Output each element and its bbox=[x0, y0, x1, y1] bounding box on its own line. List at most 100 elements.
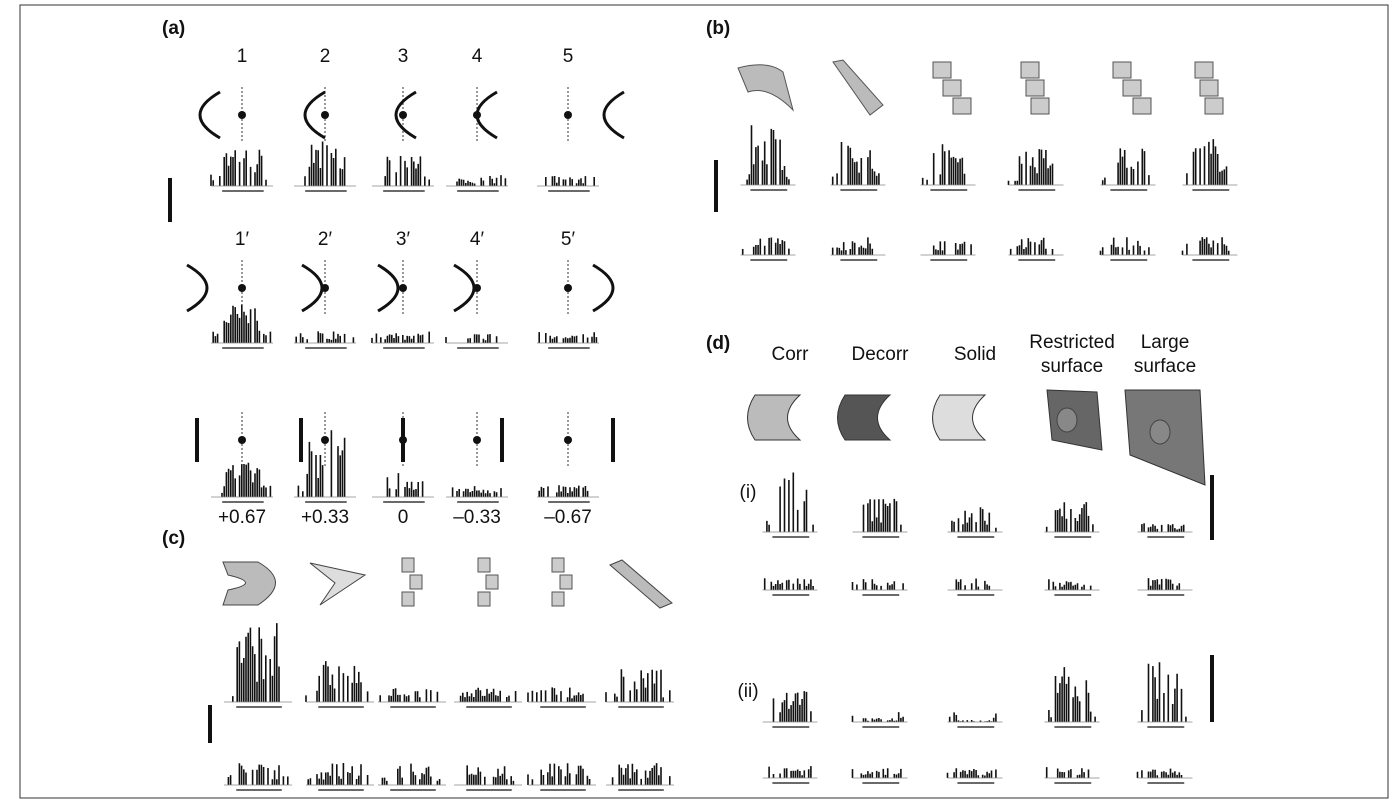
shape-3d bbox=[1123, 80, 1141, 96]
fixation-dot bbox=[321, 111, 329, 119]
psth-bars bbox=[853, 579, 904, 590]
fixation-dot bbox=[564, 284, 572, 292]
psth-bars bbox=[308, 763, 367, 785]
shape-3d bbox=[1133, 98, 1151, 114]
label: +0.67 bbox=[218, 506, 266, 530]
label: Solid bbox=[920, 343, 1030, 367]
fixation-dot bbox=[238, 111, 246, 119]
panel-label: (b) bbox=[706, 18, 730, 40]
psth-bars bbox=[453, 486, 501, 497]
label: 3′ bbox=[396, 228, 410, 252]
shape-bump bbox=[1057, 408, 1077, 432]
shape-3d bbox=[610, 560, 672, 608]
shape-3d bbox=[738, 65, 793, 110]
psth-bars bbox=[305, 142, 345, 187]
psth-bars bbox=[767, 473, 813, 533]
psth-bars bbox=[1009, 149, 1053, 185]
label: Large surface bbox=[1110, 331, 1220, 379]
label: –0.33 bbox=[453, 506, 501, 530]
fixation-dot bbox=[321, 436, 329, 444]
stimulus-curve bbox=[604, 92, 624, 138]
shape-3d bbox=[478, 558, 490, 572]
panel-label: (d) bbox=[706, 333, 730, 355]
shape-bump bbox=[1150, 420, 1170, 444]
psth-bars bbox=[1142, 523, 1184, 532]
psth-bars bbox=[1049, 579, 1091, 590]
stimulus-curve bbox=[378, 265, 398, 311]
psth-bars bbox=[528, 687, 583, 702]
figure-graphics bbox=[0, 0, 1396, 801]
label: 2 bbox=[320, 45, 331, 69]
shape-3d bbox=[486, 575, 498, 589]
psth-bars bbox=[956, 579, 989, 591]
psth-bars bbox=[1047, 502, 1093, 532]
stimulus-curve bbox=[454, 265, 474, 311]
stimulus-curve bbox=[200, 92, 220, 138]
psth-bars bbox=[380, 688, 437, 702]
psth-bars bbox=[222, 463, 270, 497]
psth-bars bbox=[1142, 662, 1186, 722]
psth-bars bbox=[769, 766, 811, 778]
psth-bars bbox=[853, 768, 901, 778]
shape-3d bbox=[748, 395, 801, 440]
label: 1′ bbox=[235, 228, 249, 252]
psth-bars bbox=[606, 669, 670, 702]
stimulus-curve bbox=[593, 265, 613, 311]
psth-bars bbox=[774, 691, 811, 722]
shape-3d bbox=[833, 60, 883, 115]
psth-bars bbox=[1049, 667, 1095, 722]
shape-3d bbox=[552, 592, 564, 606]
psth-bars bbox=[1047, 767, 1089, 778]
psth-bars bbox=[467, 765, 513, 785]
psth-bars bbox=[765, 578, 813, 590]
label: 5′ bbox=[561, 228, 575, 252]
psth-bars bbox=[1149, 578, 1180, 590]
shape-3d bbox=[560, 575, 572, 589]
psth-bars bbox=[952, 507, 996, 532]
psth-bars bbox=[1011, 238, 1053, 255]
stimulus-curve bbox=[302, 265, 322, 311]
psth-bars bbox=[853, 712, 904, 722]
shape-3d bbox=[953, 98, 971, 114]
shape-3d bbox=[1195, 62, 1213, 78]
psth-bars bbox=[1103, 148, 1149, 185]
shape-3d bbox=[310, 563, 365, 605]
shape-3d bbox=[933, 395, 986, 440]
shape-3d bbox=[1031, 98, 1049, 114]
shape-3d bbox=[402, 558, 414, 572]
psth-bars bbox=[934, 241, 971, 255]
psth-bars bbox=[539, 332, 596, 343]
fixation-dot bbox=[399, 284, 407, 292]
shape-3d bbox=[1205, 98, 1223, 114]
shape-3d bbox=[402, 592, 414, 606]
psth-bars bbox=[950, 712, 996, 722]
psth-bars bbox=[1183, 237, 1229, 255]
psth-bars bbox=[948, 768, 996, 778]
psth-bars bbox=[613, 763, 670, 785]
fixation-dot bbox=[238, 436, 246, 444]
psth-bars bbox=[833, 142, 879, 185]
psth-bars bbox=[296, 331, 353, 343]
psth-bars bbox=[382, 764, 439, 785]
figure: (a) (b) (c) (d) 11′+0.6722′+0.3333′044′–… bbox=[0, 0, 1396, 801]
shape-3d bbox=[552, 558, 564, 572]
psth-bars bbox=[211, 150, 266, 186]
psth-bars bbox=[743, 238, 789, 256]
psth-bars bbox=[833, 237, 873, 255]
shape-3d bbox=[838, 395, 891, 440]
psth-bars bbox=[461, 688, 516, 702]
shape-3d bbox=[478, 592, 490, 606]
label: Decorr bbox=[825, 343, 935, 367]
psth-bars bbox=[546, 176, 594, 186]
fixation-dot bbox=[473, 436, 481, 444]
panel-label: (c) bbox=[162, 528, 185, 550]
fixation-dot bbox=[564, 111, 572, 119]
shape-3d bbox=[410, 575, 422, 589]
stimulus-curve bbox=[187, 265, 207, 311]
shape-3d bbox=[1021, 62, 1039, 78]
psth-bars bbox=[528, 763, 590, 785]
psth-bars bbox=[233, 623, 279, 702]
psth-bars bbox=[539, 485, 587, 497]
fixation-dot bbox=[564, 436, 572, 444]
psth-bars bbox=[923, 144, 965, 185]
